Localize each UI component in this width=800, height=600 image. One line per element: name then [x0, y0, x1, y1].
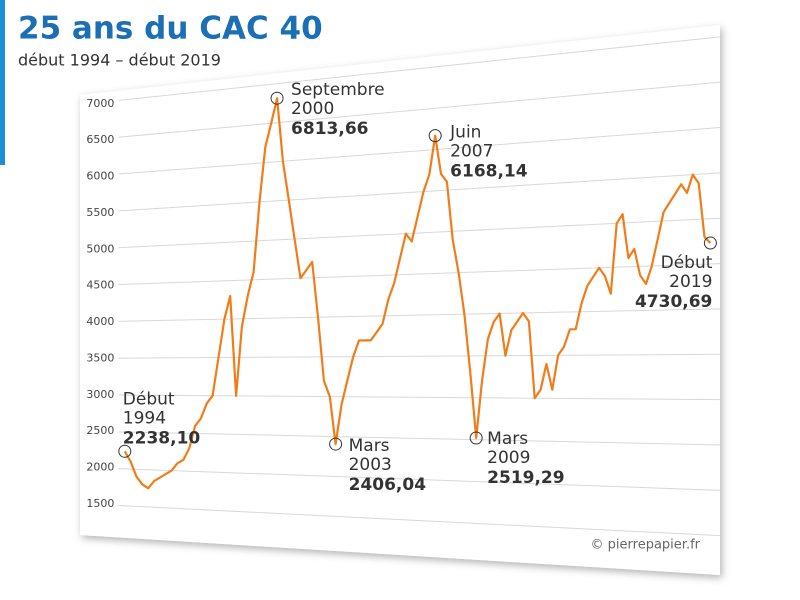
- annotation-text: 2019: [669, 272, 712, 292]
- annotation-text: Septembre: [291, 80, 385, 100]
- accent-bar: [0, 0, 5, 165]
- y-tick-label: 6500: [86, 133, 114, 146]
- grid-line: [118, 308, 721, 322]
- y-tick-label: 4500: [86, 279, 114, 292]
- chart-subtitle: début 1994 – début 2019: [18, 51, 221, 70]
- annotation-text: 2000: [291, 99, 334, 119]
- grid-line: [118, 263, 721, 286]
- annotation-marker: [428, 129, 442, 143]
- grid-line: [118, 81, 721, 138]
- chart-panel: [80, 25, 720, 575]
- y-tick-label: 2500: [86, 424, 114, 437]
- annotation-marker: [703, 236, 717, 250]
- grid-line: [118, 36, 721, 101]
- y-tick-label: 3500: [86, 351, 114, 364]
- plot: 1500 2000 2500 3000 3500 4000 4500 5000 5500 6000…: [86, 36, 721, 537]
- grid-line: [118, 468, 721, 491]
- annotation-value: 2406,04: [349, 475, 427, 495]
- y-tick-label: 4000: [86, 315, 114, 328]
- grid-line: [118, 504, 721, 537]
- price-line: [123, 97, 712, 490]
- y-tick-label: 5500: [86, 206, 114, 219]
- y-tick-label: 7000: [86, 97, 114, 110]
- annotation-value: 6168,14: [450, 162, 528, 182]
- grid-line: [118, 127, 721, 175]
- credit: © pierrepapier.fr: [591, 538, 701, 553]
- annotation-text: Mars: [487, 429, 528, 449]
- annotation-text: 2009: [487, 448, 530, 468]
- grid-line: [118, 172, 721, 212]
- y-tick-label: 2000: [86, 460, 114, 473]
- annotation-value: 2238,10: [123, 428, 201, 448]
- annotation-marker: [469, 431, 483, 445]
- grid-line: [118, 431, 721, 446]
- annotation-value: 6813,66: [291, 119, 368, 139]
- y-tick-label: 6000: [86, 170, 114, 183]
- annotation-text: 2003: [349, 455, 392, 475]
- annotation-text: Début: [661, 253, 713, 273]
- annotation-text: Début: [123, 389, 175, 409]
- annotation-value: 2519,29: [487, 468, 564, 488]
- annotation-marker: [118, 444, 132, 458]
- annotation-text: Mars: [349, 436, 390, 456]
- grid-line: [118, 394, 721, 401]
- annotation-text: 2007: [450, 142, 493, 162]
- grid-line: [118, 217, 721, 249]
- annotation-text: 1994: [123, 408, 166, 428]
- annotation-value: 4730,69: [635, 292, 712, 312]
- annotation-marker: [270, 91, 284, 105]
- y-tick-label: 1500: [86, 497, 114, 510]
- y-tick-label: 5000: [86, 242, 114, 255]
- annotation-marker: [329, 437, 343, 451]
- chart-title: 25 ans du CAC 40: [18, 11, 323, 47]
- annotation-text: Juin: [449, 123, 481, 143]
- y-tick-label: 3000: [86, 388, 114, 401]
